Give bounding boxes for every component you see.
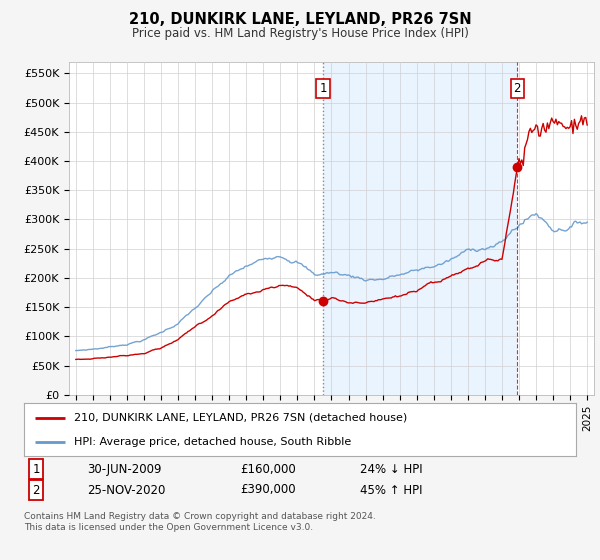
Text: 2: 2 xyxy=(514,82,521,95)
Text: 45% ↑ HPI: 45% ↑ HPI xyxy=(360,483,422,497)
Text: Price paid vs. HM Land Registry's House Price Index (HPI): Price paid vs. HM Land Registry's House … xyxy=(131,27,469,40)
Text: £160,000: £160,000 xyxy=(240,463,296,476)
Text: Contains HM Land Registry data © Crown copyright and database right 2024.
This d: Contains HM Land Registry data © Crown c… xyxy=(24,512,376,532)
Text: £390,000: £390,000 xyxy=(240,483,296,497)
Text: 25-NOV-2020: 25-NOV-2020 xyxy=(87,483,166,497)
Point xyxy=(512,162,522,171)
Bar xyxy=(323,62,517,395)
Text: 2: 2 xyxy=(32,483,40,497)
Text: 30-JUN-2009: 30-JUN-2009 xyxy=(87,463,161,476)
Text: 210, DUNKIRK LANE, LEYLAND, PR26 7SN: 210, DUNKIRK LANE, LEYLAND, PR26 7SN xyxy=(128,12,472,27)
Point xyxy=(318,297,328,306)
Text: 1: 1 xyxy=(319,82,327,95)
Text: 24% ↓ HPI: 24% ↓ HPI xyxy=(360,463,422,476)
Text: HPI: Average price, detached house, South Ribble: HPI: Average price, detached house, Sout… xyxy=(74,437,351,447)
Text: 1: 1 xyxy=(32,463,40,476)
Text: 210, DUNKIRK LANE, LEYLAND, PR26 7SN (detached house): 210, DUNKIRK LANE, LEYLAND, PR26 7SN (de… xyxy=(74,413,407,423)
